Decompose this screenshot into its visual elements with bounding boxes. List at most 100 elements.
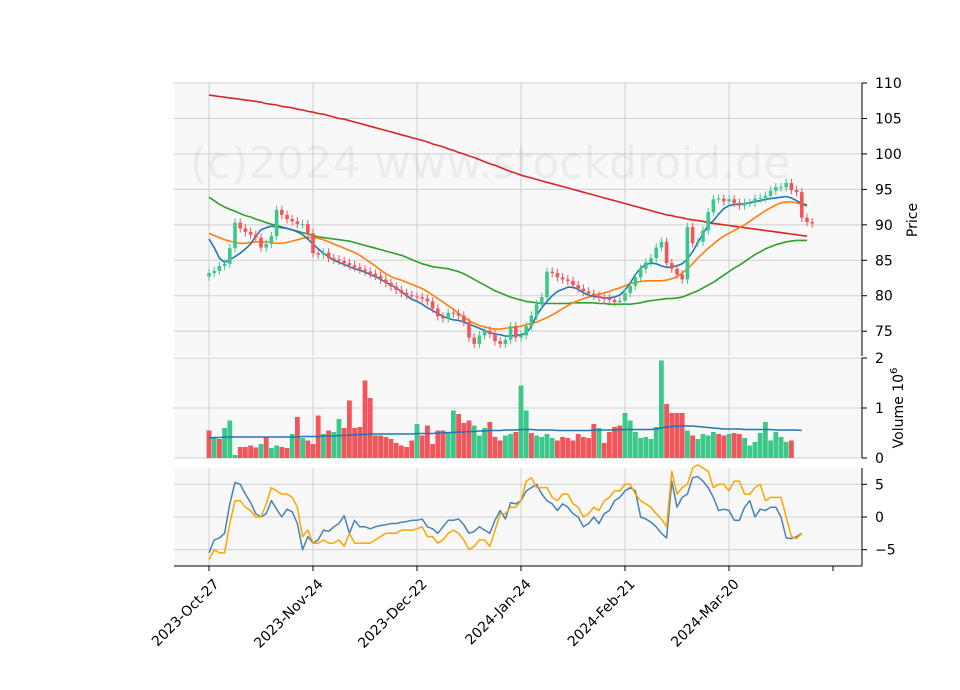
- volume-ma-line: [208, 425, 802, 439]
- candle-body: [264, 243, 268, 248]
- oscillator-tick-label: 0: [875, 510, 884, 526]
- candle-body: [508, 326, 513, 340]
- volume-bar: [269, 448, 274, 458]
- candle-body: [363, 269, 367, 272]
- oscillator-tick-label: 5: [875, 477, 884, 493]
- volume-bar: [461, 423, 467, 458]
- volume-bar: [555, 440, 560, 458]
- candle-body: [415, 296, 419, 298]
- candle-body: [306, 224, 310, 234]
- candle-body: [436, 308, 440, 317]
- volume-bar: [565, 438, 571, 458]
- candle-body: [462, 315, 466, 322]
- volume-bar: [711, 432, 716, 458]
- candle-body: [430, 301, 435, 309]
- candle-body: [628, 285, 632, 293]
- oscillator-line-a: [208, 475, 803, 554]
- candle-body: [378, 275, 383, 280]
- volume-bar: [492, 437, 498, 458]
- candle-body: [576, 285, 580, 289]
- candle-body: [753, 198, 757, 203]
- candle-body: [472, 337, 476, 344]
- volume-bar: [248, 445, 253, 458]
- candle-body: [545, 271, 549, 298]
- volume-bar: [243, 447, 248, 458]
- candle-body: [326, 252, 331, 259]
- volume-bar: [508, 434, 513, 458]
- candle-body: [425, 298, 430, 302]
- candle-body: [259, 237, 263, 248]
- price-tick-label: 85: [875, 253, 893, 269]
- volume-bar: [232, 455, 238, 458]
- price-tick-label: 100: [875, 147, 902, 163]
- volume-bar: [440, 430, 446, 458]
- volume-bar: [737, 434, 742, 458]
- candle-body: [602, 297, 606, 299]
- candle-body: [670, 263, 674, 269]
- candle-body: [685, 226, 690, 280]
- volume-bar: [279, 447, 285, 458]
- volume-bar: [404, 447, 409, 458]
- volume-bar: [617, 425, 623, 458]
- candle-body: [498, 341, 502, 344]
- candle-body: [368, 271, 372, 274]
- volume-bar: [513, 432, 519, 458]
- candle-body: [690, 226, 695, 244]
- candle-body: [389, 282, 393, 287]
- oscillator-tick-label: −5: [875, 543, 896, 559]
- candle-body: [768, 190, 773, 196]
- volume-bar: [430, 444, 435, 458]
- volume-bar: [523, 410, 529, 458]
- volume-bar: [253, 447, 259, 458]
- candle-body: [503, 339, 508, 344]
- volume-bar: [607, 432, 612, 458]
- candle-body: [540, 297, 544, 305]
- candle-body: [659, 241, 664, 248]
- candle-body: [774, 187, 778, 191]
- volume-bar: [763, 422, 768, 458]
- x-tick-label: 2024-Jan-24: [463, 576, 535, 648]
- volume-bar: [627, 420, 633, 458]
- candle-body: [254, 234, 258, 238]
- volume-bar: [700, 434, 706, 458]
- volume-bar: [222, 428, 227, 458]
- candle-body: [732, 199, 736, 203]
- volume-bar: [575, 434, 581, 458]
- price-tick-label: 80: [875, 289, 893, 305]
- volume-bar: [643, 437, 649, 458]
- volume-bar: [284, 448, 290, 458]
- volume-bar: [378, 435, 383, 458]
- candle-body: [722, 198, 726, 202]
- volume-bar: [503, 435, 508, 458]
- candle-body: [633, 277, 638, 286]
- candle-body: [638, 268, 643, 278]
- candle-body: [477, 335, 482, 344]
- volume-bar: [674, 413, 680, 458]
- candle-body: [612, 299, 617, 303]
- volume-bar: [393, 443, 399, 458]
- volume-bar: [721, 435, 727, 458]
- volume-bars: [206, 360, 794, 458]
- candle-body: [654, 247, 658, 259]
- volume-bar: [742, 438, 747, 458]
- price-panel-bg: [174, 83, 862, 356]
- ma-mid-line: [208, 201, 808, 330]
- volume-bar: [773, 432, 779, 458]
- candle-body: [581, 288, 586, 292]
- volume-bar: [456, 414, 461, 458]
- volume-bar: [752, 442, 758, 458]
- volume-bar: [622, 413, 628, 458]
- candle-body: [716, 198, 721, 200]
- volume-bar: [331, 432, 337, 458]
- price-tick-label: 105: [875, 111, 902, 127]
- ma-slow-line: [208, 196, 807, 306]
- candle-body: [696, 241, 700, 244]
- candle-body: [649, 258, 653, 263]
- candle-body: [337, 259, 341, 261]
- candle-body: [233, 222, 237, 249]
- x-tick-label: 2023-Nov-24: [251, 576, 326, 651]
- candle-body: [300, 224, 305, 226]
- volume-bar: [451, 410, 456, 458]
- volume-bar: [690, 435, 695, 458]
- candle-body: [243, 228, 248, 232]
